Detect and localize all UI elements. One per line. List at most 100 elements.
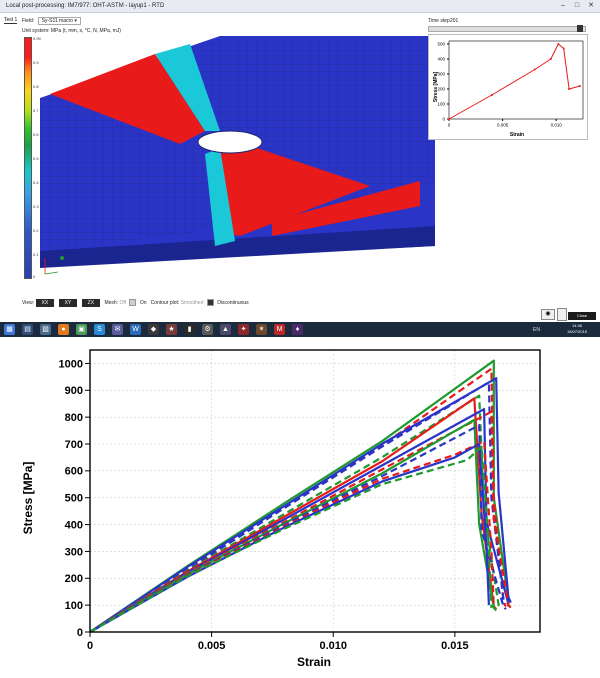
mini-plot-x-label: Strain bbox=[510, 132, 524, 138]
stress-zone-bottom-cyan bbox=[205, 148, 235, 246]
data-point bbox=[448, 118, 450, 120]
open-hole bbox=[197, 130, 263, 154]
unit-system-label: Unit system: MPa (t, mm, s, °C, N, MPa, … bbox=[22, 28, 121, 34]
stress-zone-top-left bbox=[50, 54, 205, 144]
x-tick-label: 0.010 bbox=[551, 123, 563, 128]
stress-strain-chart: 0 100 200 300 400 500 600 700 800 900 1000 0 0.005 0.… bbox=[21, 349, 541, 669]
axis-triad-x bbox=[44, 271, 59, 275]
time-step-slider[interactable] bbox=[428, 25, 586, 32]
view-xx-button[interactable]: XX bbox=[35, 299, 55, 307]
post-processing-window: Local post-processing: IM7/977: OHT-ASTM… bbox=[0, 0, 600, 321]
mesh-label: Mesh: bbox=[104, 300, 119, 306]
y-tick-label: 1000 bbox=[59, 358, 83, 370]
time-step-label: Time step bbox=[428, 18, 450, 24]
start-icon[interactable]: ▦ bbox=[4, 324, 15, 335]
colorbar-tick: 0.4 bbox=[33, 180, 39, 185]
colorbar-tick: 0.6 bbox=[33, 132, 39, 137]
taskbar-clock[interactable]: 14:36 15/07/2015 bbox=[567, 323, 587, 335]
skype-icon[interactable]: S bbox=[94, 324, 105, 335]
stress-zone-bottom-right bbox=[218, 144, 370, 236]
contour-toggle[interactable] bbox=[206, 299, 214, 307]
maximize-icon[interactable]: □ bbox=[574, 2, 580, 9]
y-tick-label: 900 bbox=[65, 385, 83, 397]
app-icon[interactable]: ✶ bbox=[256, 324, 267, 335]
data-point bbox=[549, 58, 552, 60]
field-select[interactable]: Sy-S11 macro ▾ bbox=[37, 17, 81, 25]
mesh-toggle[interactable] bbox=[129, 299, 137, 307]
y-tick-label: 700 bbox=[65, 439, 83, 451]
mail-icon[interactable]: ✉ bbox=[112, 324, 123, 335]
camera-icon[interactable]: ◉ bbox=[541, 309, 555, 320]
time-step-value: 201 bbox=[450, 18, 459, 24]
app-icon[interactable]: ✦ bbox=[238, 324, 249, 335]
tray-language[interactable]: EN bbox=[533, 327, 540, 333]
laminate-plate-3d-view[interactable] bbox=[40, 36, 440, 286]
close-icon[interactable]: ✕ bbox=[588, 2, 594, 9]
document-icon[interactable] bbox=[557, 308, 567, 321]
data-point bbox=[490, 94, 493, 96]
data-point bbox=[557, 43, 560, 45]
view-toolbar: View: XX XY ZX Mesh: Off On Contour plot… bbox=[22, 299, 249, 307]
data-point bbox=[533, 68, 536, 71]
y-tick-label: 100 bbox=[437, 102, 445, 107]
time-step-slider-handle[interactable] bbox=[577, 25, 583, 32]
field-row: Field: Sy-S11 macro ▾ bbox=[22, 17, 81, 25]
app-icon[interactable]: M bbox=[274, 324, 285, 335]
colorbar-tick: 0.7 bbox=[33, 108, 39, 113]
axis-triad-origin bbox=[60, 256, 64, 260]
series-line-1 bbox=[448, 43, 580, 120]
y-tick-label: 0 bbox=[77, 627, 83, 639]
colorbar-tick: 0.9 bbox=[33, 60, 39, 65]
x-tick-label: 0.005 bbox=[497, 123, 509, 128]
x-tick-label: 0.010 bbox=[319, 640, 347, 652]
colorbar-tick: 0.5 bbox=[33, 156, 39, 161]
view-zx-button[interactable]: ZX bbox=[81, 299, 101, 307]
folder-icon[interactable]: ▧ bbox=[40, 324, 51, 335]
app-icon[interactable]: ▲ bbox=[220, 324, 231, 335]
data-point bbox=[568, 88, 571, 90]
tool-icon[interactable]: ★ bbox=[166, 324, 177, 335]
field-label: Field: bbox=[22, 18, 35, 24]
title-bar: Local post-processing: IM7/977: OHT-ASTM… bbox=[0, 0, 600, 13]
colorbar-tick: 0.8 bbox=[33, 84, 39, 89]
stress-zone-edge bbox=[272, 181, 420, 236]
y-tick-label: 100 bbox=[65, 600, 83, 612]
x-axis-label: Strain bbox=[297, 655, 331, 669]
y-tick-label: 800 bbox=[65, 412, 83, 424]
tab-test-1[interactable]: Test 1 bbox=[4, 17, 18, 24]
app-icon[interactable]: ◆ bbox=[148, 324, 159, 335]
contour-smoothed-label: Smoothed bbox=[180, 300, 204, 306]
minimize-icon[interactable]: – bbox=[561, 2, 565, 9]
clock-time: 14:36 bbox=[572, 323, 583, 328]
view-xy-button[interactable]: XY bbox=[58, 299, 78, 307]
close-button[interactable]: Close bbox=[568, 312, 596, 320]
data-point bbox=[578, 85, 581, 87]
data-point bbox=[562, 47, 565, 50]
series-line-10 bbox=[89, 424, 507, 633]
app-icon[interactable]: ♦ bbox=[292, 324, 303, 335]
explorer-icon[interactable]: ▤ bbox=[22, 324, 33, 335]
x-tick-label: 0.015 bbox=[441, 640, 469, 652]
colorbar-tick: 0 bbox=[33, 274, 36, 279]
mini-plot-y-label: Stress [MPa] bbox=[433, 72, 439, 103]
color-legend-bar bbox=[24, 37, 32, 279]
mini-stress-strain-plot: 0 100 200 300 400 500 0 0.005 0.010 Stress [MPa]… bbox=[428, 34, 588, 140]
view-label: View: bbox=[22, 300, 35, 306]
y-tick-label: 400 bbox=[65, 519, 83, 531]
settings-icon[interactable]: ⚙ bbox=[202, 324, 213, 335]
clock-date: 15/07/2015 bbox=[567, 329, 588, 334]
y-tick-label: 500 bbox=[437, 42, 445, 47]
plot-frame bbox=[89, 349, 541, 633]
contour-plot-label: Contour plot: bbox=[150, 300, 180, 306]
series-line-12 bbox=[89, 442, 490, 633]
series-line-11 bbox=[89, 440, 495, 633]
calculator-icon[interactable]: ▣ bbox=[76, 324, 87, 335]
plot-frame bbox=[448, 40, 584, 120]
firefox-icon[interactable]: ● bbox=[58, 324, 69, 335]
series-line-4 bbox=[89, 381, 507, 633]
terminal-icon[interactable]: ▮ bbox=[184, 324, 195, 335]
x-tick-label: 0 bbox=[448, 123, 451, 128]
y-tick-label: 600 bbox=[65, 466, 83, 478]
word-icon[interactable]: W bbox=[130, 324, 141, 335]
y-tick-label: 0 bbox=[442, 117, 445, 122]
